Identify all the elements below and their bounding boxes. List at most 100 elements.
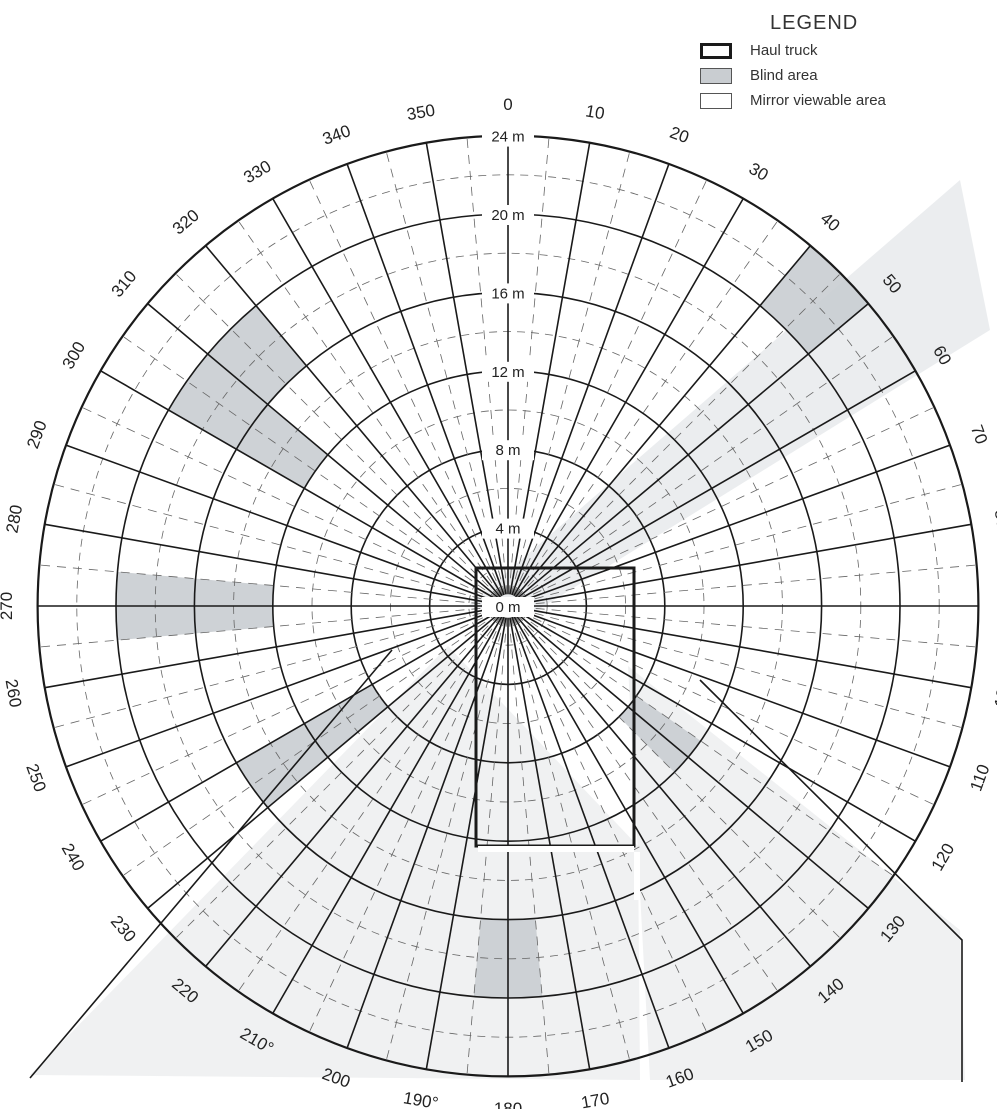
half-bearing-dashed — [519, 606, 977, 648]
half-bearing-dashed — [518, 610, 935, 806]
legend-item-mirror-viewable-area: Mirror viewable area — [700, 88, 970, 113]
bearing-label: 280 — [3, 503, 27, 534]
bearing-label: 340 — [320, 121, 353, 149]
bearing-label: 170 — [580, 1089, 611, 1109]
ring-label-backdrop — [482, 597, 534, 617]
rear-boundary-left — [29, 649, 393, 1079]
half-bearing-dashed — [519, 483, 963, 604]
legend-title: LEGEND — [770, 12, 859, 34]
half-bearing-dashed — [518, 406, 935, 602]
bearing-label: 310 — [108, 267, 141, 301]
bearing-spoke — [514, 614, 811, 967]
bearing-spoke — [272, 615, 503, 1014]
ring-distance-label: 20 m — [491, 207, 524, 224]
half-bearing-dashed — [519, 608, 963, 729]
bearing-spoke — [517, 611, 916, 842]
half-bearing-dashed — [237, 615, 502, 992]
half-bearing-dashed — [53, 608, 497, 729]
legend-label: Blind area — [750, 67, 818, 84]
bearing-label: 260 — [2, 678, 26, 709]
legend-item-haul-truck: Haul truck — [700, 38, 970, 63]
bearing-spoke — [511, 616, 670, 1049]
bearing-spoke — [65, 444, 498, 603]
ring-distance-label: 12 m — [491, 364, 524, 381]
bearing-spoke — [44, 607, 497, 689]
ring-label-backdrop — [482, 126, 534, 147]
blind-area-swatch — [700, 67, 732, 84]
bearing-spoke — [425, 617, 507, 1070]
half-bearing-dashed — [510, 617, 631, 1061]
ring-distance-label: 16 m — [491, 285, 524, 302]
half-bearing-dashed — [39, 606, 497, 648]
half-bearing-dashed — [81, 406, 498, 602]
bearing-spoke — [100, 611, 499, 842]
half-bearing-dashed — [516, 273, 841, 598]
bearing-label: 290 — [23, 418, 51, 451]
legend-label: Mirror viewable area — [750, 92, 886, 109]
bearing-spoke — [519, 523, 972, 605]
ring-label-backdrop — [482, 283, 534, 304]
half-bearing-dashed — [517, 335, 894, 600]
bearing-spoke — [513, 615, 744, 1014]
bearing-spoke — [518, 609, 951, 768]
bearing-label: 320 — [169, 206, 203, 239]
ring-labels: 0 m 4 m 8 m 12 m 16 m 20 m 24 m — [482, 126, 534, 617]
ring-distance-label: 24 m — [491, 129, 524, 146]
bearing-label: 330 — [240, 157, 274, 188]
bearing-label: 80 — [991, 508, 997, 530]
bearing-spoke — [519, 607, 972, 689]
bearing-spoke — [44, 523, 497, 605]
bearing-label: 100 — [991, 678, 997, 709]
half-bearing-dashed — [517, 612, 894, 877]
half-bearing-dashed — [53, 483, 497, 604]
bearing-label: 30 — [746, 159, 772, 185]
bearing-spoke — [272, 198, 503, 597]
half-bearing-dashed — [512, 179, 708, 596]
ring-distance-label: 4 m — [495, 521, 520, 538]
blind-sector — [236, 684, 388, 808]
bearing-label: 180 — [494, 1099, 522, 1109]
bearing-spoke — [147, 303, 500, 600]
haul-truck-outline — [474, 566, 640, 900]
ring-label-backdrop — [482, 205, 534, 225]
haul-truck-swatch — [700, 42, 732, 59]
half-bearing-dashed — [122, 612, 499, 877]
bearing-label: 350 — [405, 101, 436, 125]
bearing-label: 300 — [59, 338, 90, 372]
half-bearing-dashed — [519, 564, 977, 606]
ring-distance-label: 0 m — [495, 599, 520, 616]
bearing-label: 110 — [966, 762, 993, 794]
half-bearing-dashed — [175, 614, 500, 939]
bearing-spoke — [518, 444, 951, 603]
bearing-label: 20 — [667, 123, 691, 147]
bearing-label: 270 — [0, 592, 16, 620]
half-bearing-dashed — [237, 220, 502, 597]
bearing-label: 40 — [817, 209, 844, 236]
bearing-label: 70 — [967, 422, 991, 446]
bearing-spoke — [511, 163, 670, 596]
rear-boundary-right — [699, 679, 963, 1082]
half-bearing-dashed — [514, 220, 779, 597]
ring-label-backdrop — [482, 440, 534, 461]
half-bearing-dashed — [175, 273, 500, 598]
half-bearing-dashed — [514, 615, 779, 992]
half-bearing-dashed — [308, 179, 504, 596]
bearing-spoke — [509, 617, 591, 1070]
truck-rear-clear — [478, 846, 640, 900]
blind-sector — [168, 354, 328, 489]
half-bearing-dashed — [39, 564, 497, 606]
bearing-label: 250 — [22, 761, 50, 794]
bearing-spoke — [516, 303, 869, 600]
rear-right-band — [628, 666, 965, 1080]
bearing-spoke — [205, 245, 502, 598]
bearing-spoke — [513, 198, 744, 597]
bearing-spoke — [516, 612, 869, 909]
half-bearing-dashed — [308, 616, 504, 1033]
half-bearing-dashed — [81, 610, 498, 806]
bearing-spoke — [517, 370, 916, 601]
half-bearing-dashed — [122, 335, 499, 600]
bearing-spoke — [65, 609, 498, 768]
half-bearing-dashed — [385, 151, 506, 595]
legend-item-blind-area: Blind area — [700, 63, 970, 88]
